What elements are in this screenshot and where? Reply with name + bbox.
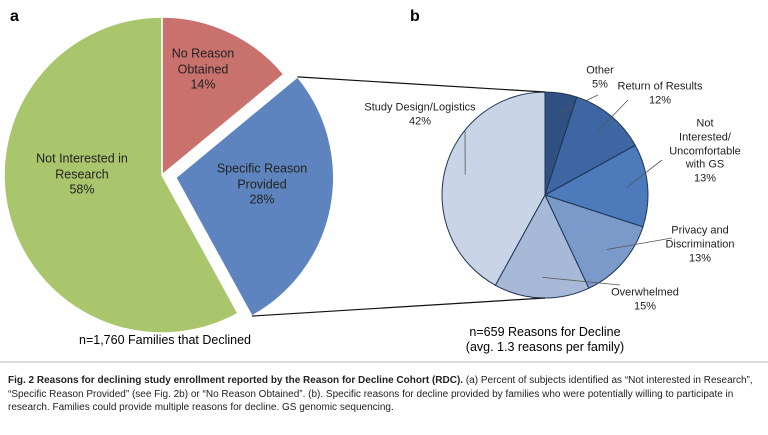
leader-line: [597, 99, 629, 132]
leader-line: [542, 276, 621, 286]
slice-label: Return of Results 12%: [618, 80, 703, 108]
value-label: 13%: [693, 172, 717, 185]
category-label: Return of Results: [617, 80, 703, 93]
caption-text: (a) Percent of subjects identified as “N…: [8, 375, 753, 413]
leader-line: [606, 237, 673, 250]
pie-slice: [3, 16, 240, 334]
category-label: Not Interested/ Uncomfortable with GS: [669, 117, 741, 171]
slice-label: Not Interested/ Uncomfortable with GS 13%: [669, 118, 741, 187]
category-label: Study Design/Logistics: [364, 101, 476, 114]
footnote: n=1,760 Families that Declined: [79, 333, 251, 347]
pie-slice: [544, 194, 644, 289]
category-label: Overwhelmed: [611, 286, 679, 299]
slice-label: Not Interested in Research 58%: [36, 152, 128, 199]
slice-label: Privacy and Discrimination 13%: [665, 224, 734, 265]
panel-label: b: [410, 8, 420, 25]
connector: [251, 297, 546, 317]
leader-line: [626, 159, 663, 188]
pie-slice: [544, 96, 636, 197]
category-label: Not Interested in Research: [36, 151, 128, 182]
value-label: 15%: [633, 300, 657, 312]
panel-label: a: [10, 8, 19, 25]
connector: [297, 76, 546, 93]
category-label: No Reason Obtained: [171, 46, 235, 77]
category-label: Privacy and Discrimination: [665, 224, 735, 251]
slice-label: Study Design/Logistics 42%: [364, 101, 475, 129]
slice-label: No Reason Obtained 14%: [172, 47, 235, 94]
caption: Fig. 2 Reasons for declining study enrol…: [8, 374, 758, 415]
slice-label: Other 5%: [586, 64, 614, 92]
pie-slice: [441, 91, 546, 286]
slice-label: Specific Reason Provided 28%: [217, 162, 307, 209]
value-label: 42%: [408, 115, 432, 127]
pie-slice: [161, 16, 285, 177]
caption-title: Fig. 2 Reasons for declining study enrol…: [8, 375, 464, 386]
value-label: 5%: [592, 78, 608, 90]
value-label: 58%: [69, 182, 95, 197]
value-label: 12%: [648, 94, 672, 106]
pie-slice: [543, 144, 649, 228]
category-label: Specific Reason Provided: [216, 161, 308, 192]
value-label: 13%: [688, 251, 712, 264]
category-label: Other: [586, 64, 614, 77]
value-label: 28%: [249, 192, 275, 207]
value-label: 14%: [190, 77, 216, 92]
footnote: n=659 Reasons for Decline (avg. 1.3 reas…: [465, 325, 625, 354]
pie-slice: [174, 75, 335, 318]
slice-label: Overwhelmed 15%: [611, 286, 679, 314]
